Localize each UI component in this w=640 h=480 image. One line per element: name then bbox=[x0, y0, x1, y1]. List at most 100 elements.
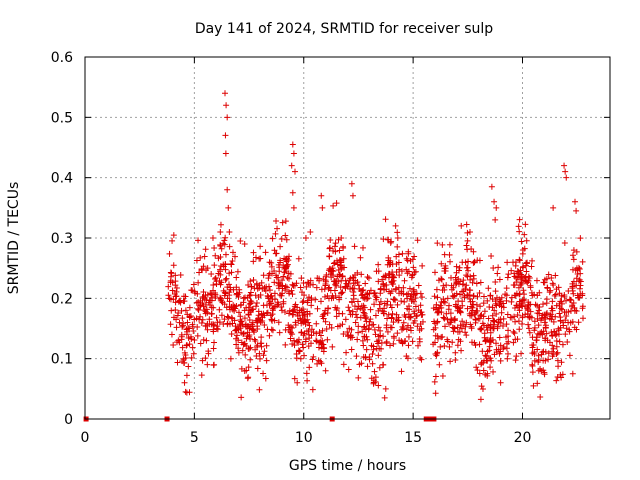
data-point bbox=[349, 274, 356, 281]
data-point bbox=[527, 282, 534, 289]
data-point bbox=[256, 284, 263, 291]
data-point bbox=[510, 339, 517, 346]
data-point bbox=[416, 327, 423, 334]
data-point bbox=[220, 240, 227, 247]
data-point bbox=[202, 310, 209, 317]
data-point bbox=[480, 313, 487, 320]
data-point bbox=[345, 304, 352, 311]
data-point bbox=[389, 281, 396, 288]
data-point bbox=[287, 323, 294, 330]
data-point bbox=[210, 345, 217, 352]
data-point bbox=[238, 365, 245, 372]
data-point bbox=[326, 284, 333, 291]
data-point bbox=[382, 385, 389, 392]
data-point bbox=[272, 230, 279, 237]
data-point bbox=[390, 277, 397, 284]
data-point bbox=[170, 314, 177, 321]
data-point bbox=[398, 338, 405, 345]
data-point bbox=[188, 354, 195, 361]
data-point bbox=[217, 221, 224, 228]
data-point bbox=[433, 286, 440, 293]
data-point bbox=[542, 324, 549, 331]
data-point bbox=[168, 331, 175, 338]
data-point bbox=[193, 299, 200, 306]
data-point bbox=[319, 204, 326, 211]
data-point bbox=[218, 245, 225, 252]
data-point bbox=[556, 310, 563, 317]
data-point bbox=[534, 380, 541, 387]
x-tick-label: 10 bbox=[295, 430, 313, 446]
data-point bbox=[407, 293, 414, 300]
data-point bbox=[300, 298, 307, 305]
data-point bbox=[190, 281, 197, 288]
data-point bbox=[197, 254, 204, 261]
data-point bbox=[235, 337, 242, 344]
data-point bbox=[452, 357, 459, 364]
data-point bbox=[372, 293, 379, 300]
data-point bbox=[359, 337, 366, 344]
data-point bbox=[541, 311, 548, 318]
data-point bbox=[337, 262, 344, 269]
data-point bbox=[290, 204, 297, 211]
data-point bbox=[257, 243, 264, 250]
data-point bbox=[438, 276, 445, 283]
data-point bbox=[452, 301, 459, 308]
data-point bbox=[463, 282, 470, 289]
data-point bbox=[228, 260, 235, 267]
data-point bbox=[278, 235, 285, 242]
data-point bbox=[508, 314, 515, 321]
data-point bbox=[179, 358, 186, 365]
data-point bbox=[324, 336, 331, 343]
y-axis-label: SRMTID / TECUs bbox=[6, 182, 22, 295]
data-point bbox=[357, 305, 364, 312]
data-point bbox=[183, 326, 190, 333]
data-point bbox=[548, 316, 555, 323]
data-point bbox=[290, 311, 297, 318]
data-point bbox=[433, 301, 440, 308]
data-point bbox=[379, 361, 386, 368]
data-point bbox=[308, 326, 315, 333]
data-point bbox=[309, 386, 316, 393]
data-point bbox=[186, 304, 193, 311]
data-point bbox=[531, 327, 538, 334]
data-point bbox=[572, 198, 578, 205]
data-point bbox=[167, 321, 174, 328]
data-point bbox=[179, 344, 186, 351]
data-point bbox=[174, 359, 181, 366]
data-point bbox=[417, 355, 424, 362]
data-point bbox=[408, 298, 415, 305]
data-point bbox=[448, 286, 455, 293]
data-point bbox=[282, 341, 289, 348]
data-point bbox=[185, 335, 192, 342]
data-point bbox=[511, 273, 518, 280]
data-point bbox=[409, 338, 416, 345]
data-point bbox=[282, 232, 289, 239]
data-point bbox=[548, 329, 555, 336]
data-point bbox=[468, 246, 475, 253]
data-point bbox=[303, 328, 310, 335]
data-point bbox=[271, 268, 278, 275]
data-point bbox=[525, 301, 532, 308]
data-point bbox=[222, 90, 228, 97]
data-point bbox=[343, 349, 350, 356]
data-point bbox=[360, 286, 367, 293]
data-point bbox=[186, 341, 193, 348]
data-point bbox=[385, 311, 392, 318]
data-point bbox=[400, 284, 407, 291]
data-point bbox=[437, 343, 444, 350]
data-point bbox=[467, 276, 474, 283]
data-point bbox=[292, 319, 299, 326]
data-point bbox=[451, 324, 458, 331]
data-point bbox=[213, 325, 220, 332]
data-point bbox=[297, 284, 304, 291]
data-point bbox=[298, 275, 305, 282]
data-point bbox=[317, 332, 324, 339]
data-point bbox=[250, 277, 257, 284]
data-point bbox=[492, 300, 499, 307]
data-point bbox=[256, 255, 263, 262]
data-point bbox=[233, 303, 240, 310]
data-point bbox=[234, 291, 241, 298]
data-point bbox=[261, 348, 268, 355]
data-point bbox=[504, 259, 511, 266]
data-point bbox=[212, 252, 219, 259]
